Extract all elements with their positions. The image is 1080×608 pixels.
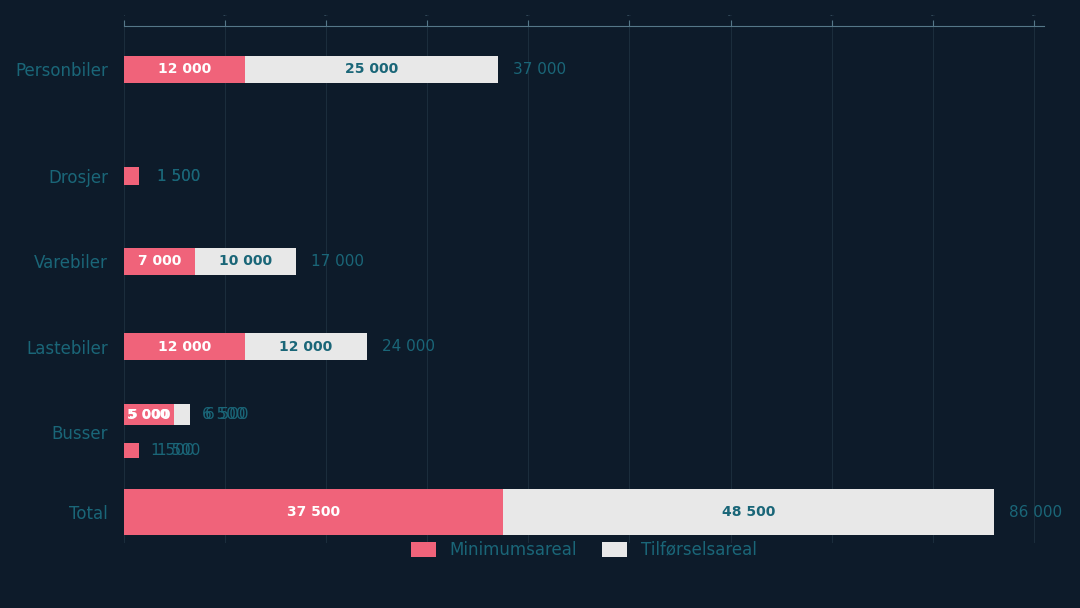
Text: 5 000: 5 000 <box>127 407 171 421</box>
Text: 86 000: 86 000 <box>1009 505 1062 520</box>
Bar <box>124 333 245 361</box>
Bar <box>503 489 994 536</box>
Text: 12 000: 12 000 <box>280 340 333 354</box>
Legend: Minimumsareal, Tilførselsareal: Minimumsareal, Tilførselsareal <box>405 534 764 565</box>
Bar <box>124 167 139 185</box>
Text: 1 500: 1 500 <box>158 168 201 184</box>
Text: 1 500: 1 500 <box>158 168 201 184</box>
Bar <box>174 404 190 425</box>
Text: 24 000: 24 000 <box>381 339 435 354</box>
Text: 1 500: 1 500 <box>158 443 201 458</box>
Text: 5 000: 5 000 <box>130 408 168 421</box>
Bar <box>124 489 503 536</box>
Text: 12 000: 12 000 <box>158 62 212 76</box>
Text: 25 000: 25 000 <box>345 62 399 76</box>
Text: 10 000: 10 000 <box>218 255 272 269</box>
Bar <box>124 443 139 458</box>
Bar <box>245 55 498 83</box>
Text: 17 000: 17 000 <box>311 254 364 269</box>
Text: 7 000: 7 000 <box>137 255 181 269</box>
Bar <box>245 333 366 361</box>
Text: 37 000: 37 000 <box>513 61 566 77</box>
Text: 1 500: 1 500 <box>151 443 194 458</box>
Text: 37 500: 37 500 <box>287 505 340 519</box>
Bar <box>124 55 245 83</box>
Text: 6 500: 6 500 <box>205 407 248 422</box>
Text: 12 000: 12 000 <box>158 340 212 354</box>
Bar <box>124 248 194 275</box>
Text: 48 500: 48 500 <box>721 505 775 519</box>
Text: 6 500: 6 500 <box>202 407 245 422</box>
Bar <box>194 248 296 275</box>
Bar <box>124 404 174 425</box>
